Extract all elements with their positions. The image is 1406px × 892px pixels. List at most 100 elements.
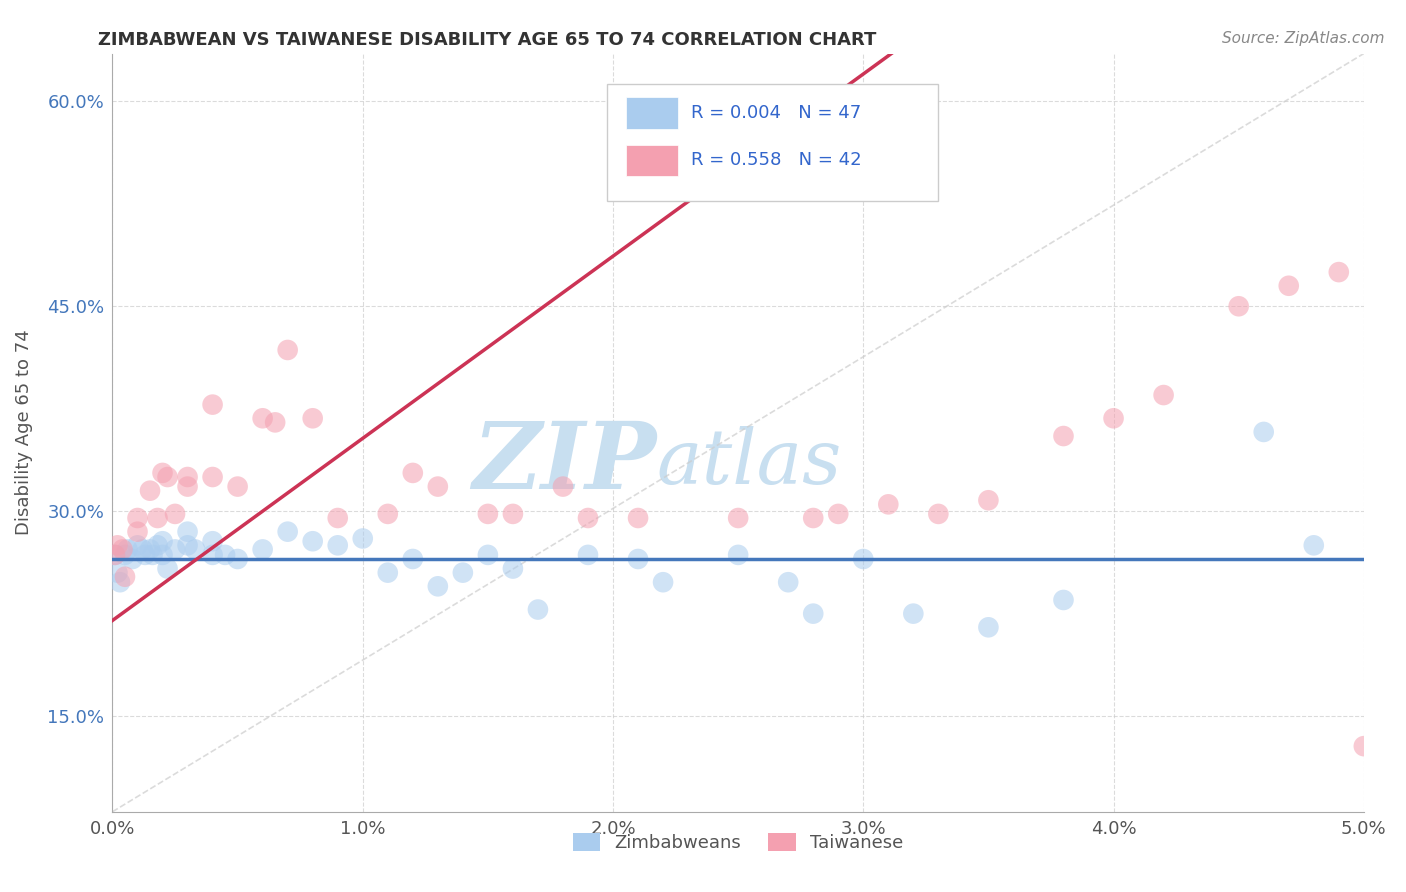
Point [352,532,374,546]
Point [176,470,198,484]
Point [141,548,163,562]
Point [114,570,136,584]
Point [152,548,174,562]
Point [627,552,650,566]
Point [201,548,224,562]
Point [146,538,169,552]
Point [139,542,162,557]
Point [176,538,198,552]
Point [727,548,749,562]
Point [131,542,153,557]
Point [1102,411,1125,425]
Point [107,566,129,580]
Point [301,411,323,425]
Point [451,566,474,580]
Point [576,548,599,562]
Text: R = 0.558   N = 42: R = 0.558 N = 42 [690,152,862,169]
Y-axis label: Disability Age 65 to 74: Disability Age 65 to 74 [15,330,34,535]
Text: atlas: atlas [657,426,842,500]
Point [652,575,675,590]
Point [134,548,156,562]
Point [163,507,186,521]
FancyBboxPatch shape [626,145,678,177]
Point [104,548,127,562]
Point [1253,425,1275,439]
Text: R = 0.004   N = 47: R = 0.004 N = 47 [690,103,860,121]
Point [139,483,162,498]
Point [214,548,236,562]
Point [104,548,127,562]
Point [801,511,824,525]
Point [877,497,900,511]
Point [1353,739,1375,753]
Point [127,511,149,525]
Point [426,479,449,493]
Point [326,511,349,525]
Point [1153,388,1175,402]
Point [201,398,224,412]
Point [252,542,274,557]
Point [827,507,849,521]
Point [114,548,136,562]
Point [201,534,224,549]
Point [377,507,399,521]
Point [1278,278,1301,293]
Legend: Zimbabweans, Taiwanese: Zimbabweans, Taiwanese [565,826,911,860]
Point [277,343,299,357]
Point [152,534,174,549]
Point [377,566,399,580]
Point [977,493,1000,508]
Point [852,552,875,566]
Text: ZIMBABWEAN VS TAIWANESE DISABILITY AGE 65 TO 74 CORRELATION CHART: ZIMBABWEAN VS TAIWANESE DISABILITY AGE 6… [98,31,877,49]
Point [326,538,349,552]
Point [903,607,925,621]
Point [176,524,198,539]
FancyBboxPatch shape [607,84,938,202]
Point [977,620,1000,634]
Point [1327,265,1350,279]
Point [184,542,207,557]
Point [111,542,134,557]
Point [201,470,224,484]
Point [927,507,949,521]
Point [264,416,287,430]
Point [627,511,650,525]
Point [152,466,174,480]
Point [277,524,299,539]
Point [146,511,169,525]
Point [226,552,249,566]
Point [778,575,800,590]
Point [156,561,179,575]
Point [108,575,131,590]
Point [477,548,499,562]
Point [107,538,129,552]
Point [502,507,524,521]
Point [121,552,143,566]
Text: Source: ZipAtlas.com: Source: ZipAtlas.com [1222,31,1385,46]
Point [226,479,249,493]
Point [402,552,425,566]
Point [117,542,139,557]
Point [1302,538,1324,552]
Point [502,561,524,575]
Point [156,470,179,484]
Point [1227,299,1250,313]
Point [801,607,824,621]
Point [301,534,323,549]
Point [1052,593,1074,607]
Point [426,579,449,593]
Point [576,511,599,525]
Point [176,479,198,493]
Point [1052,429,1074,443]
Point [527,602,550,616]
Point [727,511,749,525]
FancyBboxPatch shape [626,96,678,128]
Point [127,524,149,539]
Text: ZIP: ZIP [472,418,657,508]
Point [477,507,499,521]
Point [163,542,186,557]
Point [252,411,274,425]
Point [551,479,574,493]
Point [127,538,149,552]
Point [402,466,425,480]
